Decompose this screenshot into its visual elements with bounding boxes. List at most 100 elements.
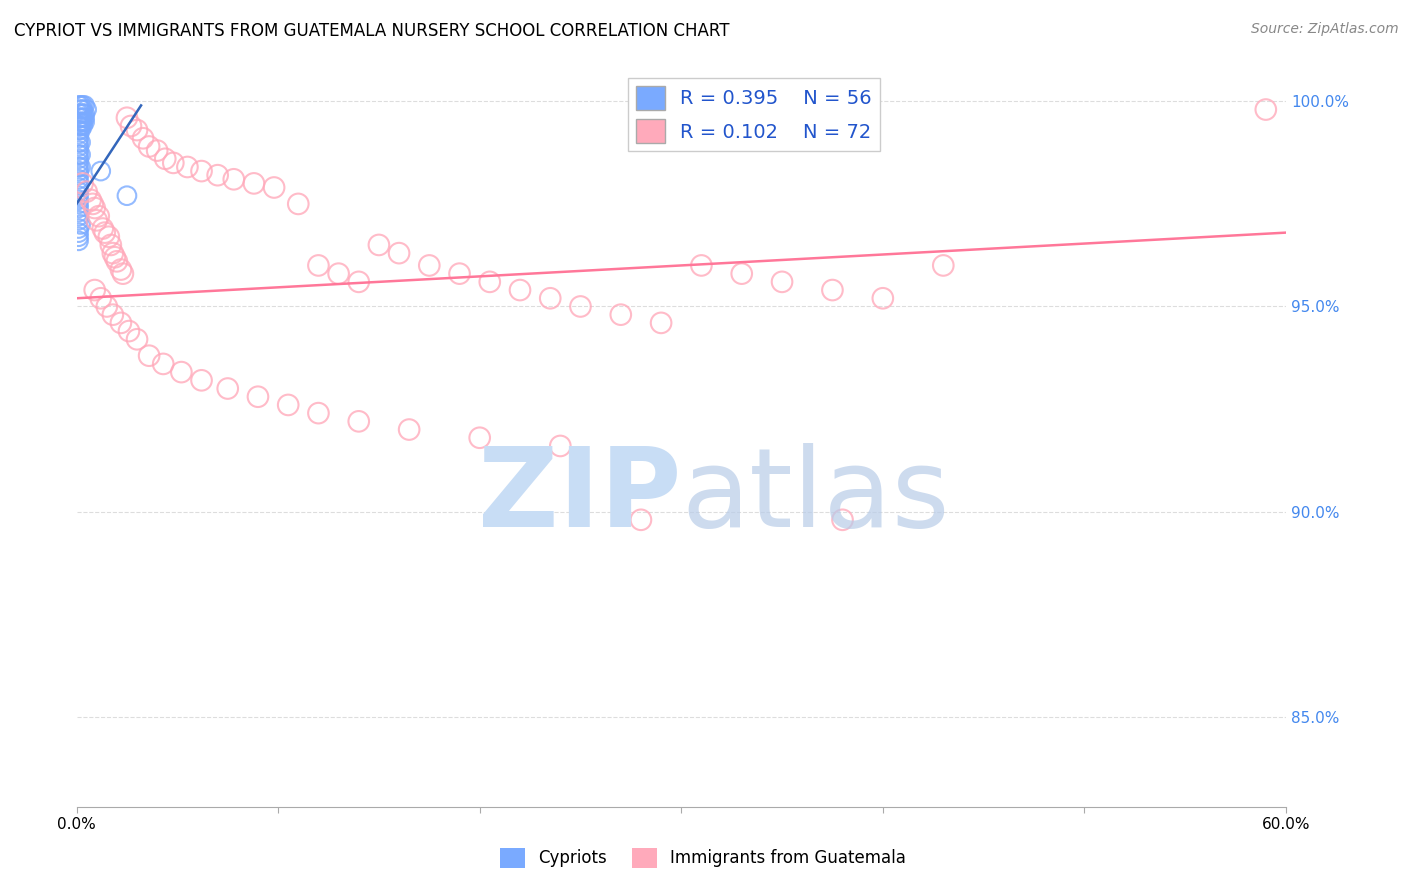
Point [630,513,652,527]
Point [91,221,114,235]
Point [67,139,90,153]
Point [72,98,94,112]
Text: ZIP: ZIP [478,443,682,550]
Point [67,168,90,182]
Point [67,123,90,137]
Point [69,136,91,150]
Point [73,98,96,112]
Point [67,156,90,170]
Point [72,115,94,129]
Point [398,423,420,437]
Point [246,390,269,404]
Text: Source: ZipAtlas.com: Source: ZipAtlas.com [1251,22,1399,37]
Point [328,267,350,281]
Point [69,115,91,129]
Point [125,332,148,346]
Point [155,152,177,166]
Point [690,259,713,273]
Point [138,349,160,363]
Text: atlas: atlas [682,443,950,550]
Point [67,188,90,202]
Point [69,218,91,232]
Point [111,267,134,281]
Point [67,119,90,133]
Point [176,160,198,174]
Point [72,177,94,191]
Point [207,168,229,182]
Point [72,111,94,125]
Point [105,254,128,268]
Point [509,283,531,297]
Point [478,275,501,289]
Point [67,136,90,150]
Point [307,406,329,420]
Point [69,98,91,112]
Point [83,283,105,297]
Point [73,115,96,129]
Point [67,160,90,174]
Point [96,300,118,314]
Point [120,119,142,133]
Point [67,164,90,178]
Point [67,213,90,227]
Point [86,213,108,227]
Point [67,144,90,158]
Point [347,275,370,289]
Point [152,357,174,371]
Point [73,111,96,125]
Point [67,131,90,145]
Point [162,156,184,170]
Point [101,308,124,322]
Point [67,229,90,244]
Point [115,111,138,125]
Point [82,197,104,211]
Point [67,197,90,211]
Point [146,144,169,158]
Point [69,103,91,117]
Point [90,164,112,178]
Point [67,98,90,112]
Point [170,365,193,379]
Point [650,316,672,330]
Point [101,246,124,260]
Point [69,111,91,125]
Point [67,147,90,161]
Point [243,177,266,191]
Point [347,414,370,428]
Point [110,262,132,277]
Point [67,226,90,240]
Point [76,103,98,117]
Point [277,398,299,412]
Point [67,111,90,125]
Point [190,373,212,387]
Point [138,139,160,153]
Point [388,246,411,260]
Point [104,250,127,264]
Point [67,193,90,207]
Point [367,238,389,252]
Legend: R = 0.395    N = 56, R = 0.102    N = 72: R = 0.395 N = 56, R = 0.102 N = 72 [628,78,880,151]
Point [538,291,561,305]
Point [97,229,120,244]
Point [468,431,491,445]
Point [67,106,90,120]
Point [115,188,138,202]
Point [69,106,91,120]
Point [190,164,212,178]
Point [67,180,90,194]
Point [90,291,112,305]
Point [263,180,285,194]
Point [73,106,96,120]
Point [94,226,117,240]
Point [76,185,98,199]
Point [125,123,148,137]
Legend: Cypriots, Immigrants from Guatemala: Cypriots, Immigrants from Guatemala [494,841,912,875]
Point [69,147,91,161]
Point [287,197,309,211]
Point [69,123,91,137]
Point [132,131,155,145]
Point [222,172,245,186]
Point [307,259,329,273]
Point [69,160,91,174]
Point [69,119,91,133]
